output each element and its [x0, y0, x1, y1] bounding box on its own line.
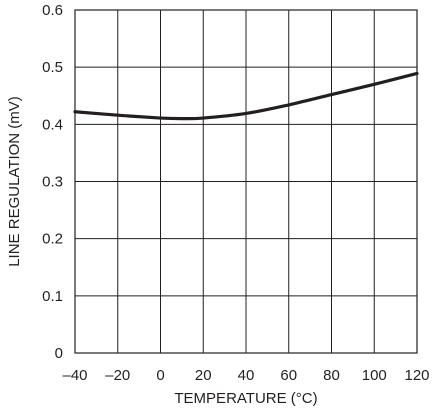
- y-tick-label: 0.5: [42, 59, 63, 76]
- x-tick-label: 0: [156, 367, 164, 384]
- x-tick-label: 60: [280, 367, 297, 384]
- series-group: [73, 71, 419, 121]
- x-tick-label: –20: [105, 367, 130, 384]
- y-tick-label: 0.3: [42, 174, 63, 191]
- y-tick-label: 0.1: [42, 288, 63, 305]
- series-line: [73, 71, 419, 121]
- x-axis-title: TEMPERATURE (°C): [174, 390, 317, 407]
- y-tick-label: 0.6: [42, 2, 63, 19]
- grid: [74, 9, 418, 354]
- plot-frame: [74, 9, 418, 354]
- x-tick-labels: –40 –20 0 20 40 60 80 100 120: [62, 367, 429, 384]
- y-tick-label: 0.4: [42, 116, 63, 133]
- x-tick-label: –40: [62, 367, 87, 384]
- y-tick-label: 0.2: [42, 231, 63, 248]
- x-tick-label: 80: [323, 367, 340, 384]
- y-tick-label: 0: [55, 345, 63, 362]
- x-tick-label: 40: [238, 367, 255, 384]
- x-tick-label: 120: [404, 367, 429, 384]
- x-tick-label: 20: [195, 367, 212, 384]
- y-tick-labels: 0 0.1 0.2 0.3 0.4 0.5 0.6: [42, 2, 63, 362]
- plot-border: [74, 9, 418, 354]
- x-tick-label: 100: [362, 367, 387, 384]
- y-axis-title: LINE REGULATION (mV): [6, 96, 23, 267]
